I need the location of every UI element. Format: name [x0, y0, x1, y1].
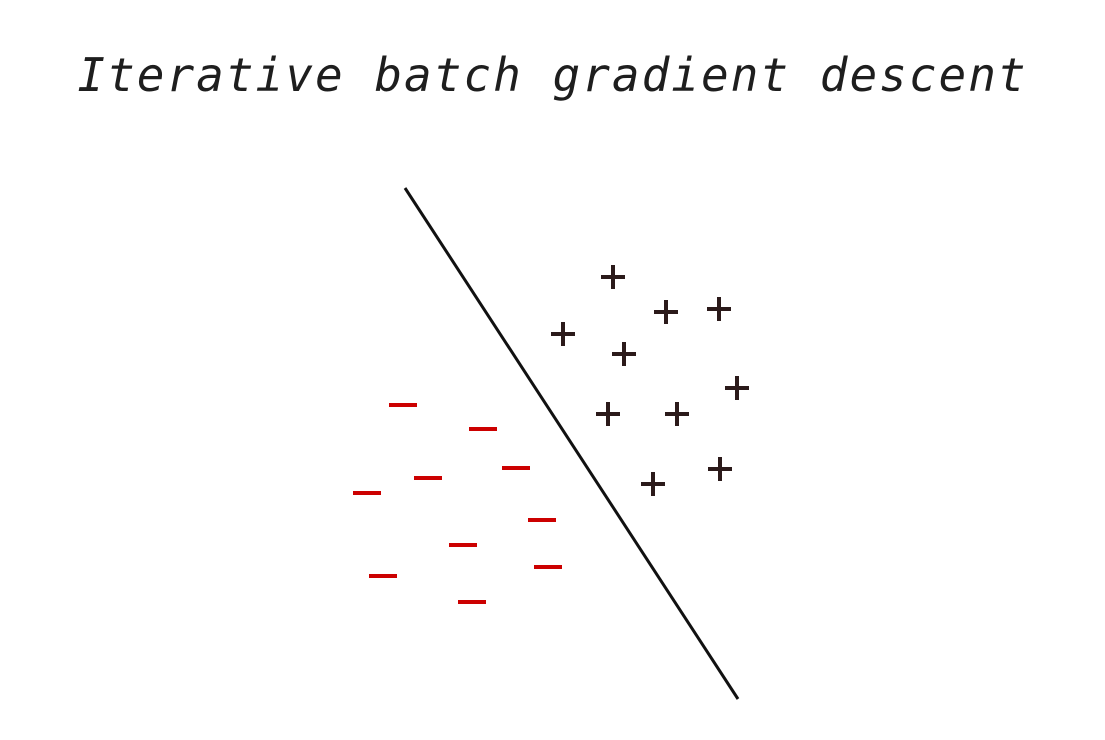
positive-point — [601, 265, 625, 289]
decision-boundary-line — [403, 187, 740, 700]
negative-class-points — [353, 403, 562, 604]
positive-point — [654, 300, 678, 324]
positive-point — [612, 342, 636, 366]
diagram-title: Iterative batch gradient descent — [77, 48, 1028, 102]
positive-point — [725, 376, 749, 400]
positive-point — [665, 402, 689, 426]
positive-point — [596, 402, 620, 426]
positive-point — [641, 472, 665, 496]
positive-class-points — [551, 265, 749, 496]
positive-point — [551, 322, 575, 346]
positive-point — [708, 457, 732, 481]
positive-point — [707, 297, 731, 321]
